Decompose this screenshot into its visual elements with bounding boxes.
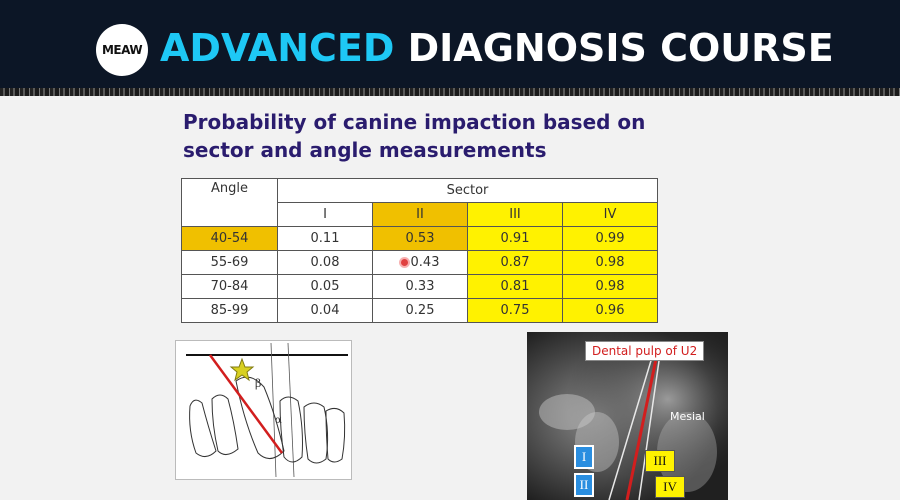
table-row: 70-84 0.05 0.33 0.81 0.98	[181, 274, 658, 299]
title-accent: ADVANCED	[160, 26, 395, 70]
cell-value: 0.87	[467, 250, 563, 275]
cell-value: 0.04	[277, 298, 373, 323]
sector-line	[287, 342, 295, 478]
sector-col-i: I	[277, 202, 373, 227]
cell-value: 0.05	[277, 274, 373, 299]
mesial-label: Mesial	[670, 410, 705, 423]
probability-table: Angle Sector I II III IV 40-54 0.11 0.53…	[181, 178, 658, 323]
tooth-outline	[189, 399, 217, 457]
table-row: 55-69 0.08 0.43 0.87 0.98	[181, 250, 658, 275]
sector-tag-iv: IV	[655, 476, 685, 498]
cell-value: 0.43	[410, 255, 440, 270]
course-title: ADVANCED DIAGNOSIS COURSE	[160, 22, 834, 74]
dental-pulp-label: Dental pulp of U2	[585, 341, 705, 361]
sector-header: Sector	[277, 178, 658, 203]
cell-value-with-cursor: 0.43	[372, 250, 468, 275]
cell-value: 0.81	[467, 274, 563, 299]
sector-col-ii: II	[372, 202, 468, 227]
sector-tag-i: I	[574, 445, 594, 469]
title-rest: DIAGNOSIS COURSE	[407, 26, 834, 70]
pulp-axis-line	[625, 353, 659, 500]
tooth-outline	[303, 402, 329, 464]
cell-value: 0.99	[562, 226, 658, 251]
slide-heading: Probability of canine impaction based on…	[183, 110, 646, 162]
sector-col-iii: III	[467, 202, 563, 227]
tooth-outline	[211, 394, 239, 455]
row-angle: 40-54	[181, 226, 278, 251]
sector-line	[270, 342, 277, 478]
cell-value: 0.98	[562, 250, 658, 275]
table-row: 85-99 0.04 0.25 0.75 0.96	[181, 298, 658, 323]
cell-value: 0.08	[277, 250, 373, 275]
meaw-logo: MEAW	[96, 24, 148, 76]
sector-boundary-line	[638, 353, 661, 500]
cell-value: 0.25	[372, 298, 468, 323]
row-angle: 85-99	[181, 298, 278, 323]
tooth-sketch: β α	[186, 342, 348, 478]
cell-value: 0.53	[372, 226, 468, 251]
row-angle: 55-69	[181, 250, 278, 275]
cell-value: 0.98	[562, 274, 658, 299]
sector-tag-iii: III	[645, 450, 675, 472]
sector-tag-ii: II	[574, 473, 594, 497]
sector-col-iv: IV	[562, 202, 658, 227]
panoramic-xray: Dental pulp of U2 Mesial I II III IV	[527, 332, 728, 500]
beta-label: β	[255, 377, 261, 390]
alpha-label: α	[275, 415, 282, 426]
table-row: 40-54 0.11 0.53 0.91 0.99	[181, 226, 658, 251]
cell-value: 0.75	[467, 298, 563, 323]
tooth-outline	[279, 396, 303, 463]
header-stripe	[0, 88, 900, 96]
impacted-canine-outline	[235, 376, 285, 459]
cell-value: 0.11	[277, 226, 373, 251]
canine-angle-diagram: β α	[175, 340, 352, 480]
row-angle: 70-84	[181, 274, 278, 299]
cell-value: 0.91	[467, 226, 563, 251]
star-icon	[229, 357, 255, 382]
tooth-outline	[325, 407, 346, 463]
cell-value: 0.96	[562, 298, 658, 323]
header-bar: MEAW ADVANCED DIAGNOSIS COURSE	[0, 0, 900, 92]
cursor-dot	[400, 259, 408, 266]
canine-axis-line	[208, 354, 284, 454]
sector-boundary-line	[608, 353, 654, 500]
angle-header: Angle	[181, 178, 278, 227]
cell-value: 0.33	[372, 274, 468, 299]
